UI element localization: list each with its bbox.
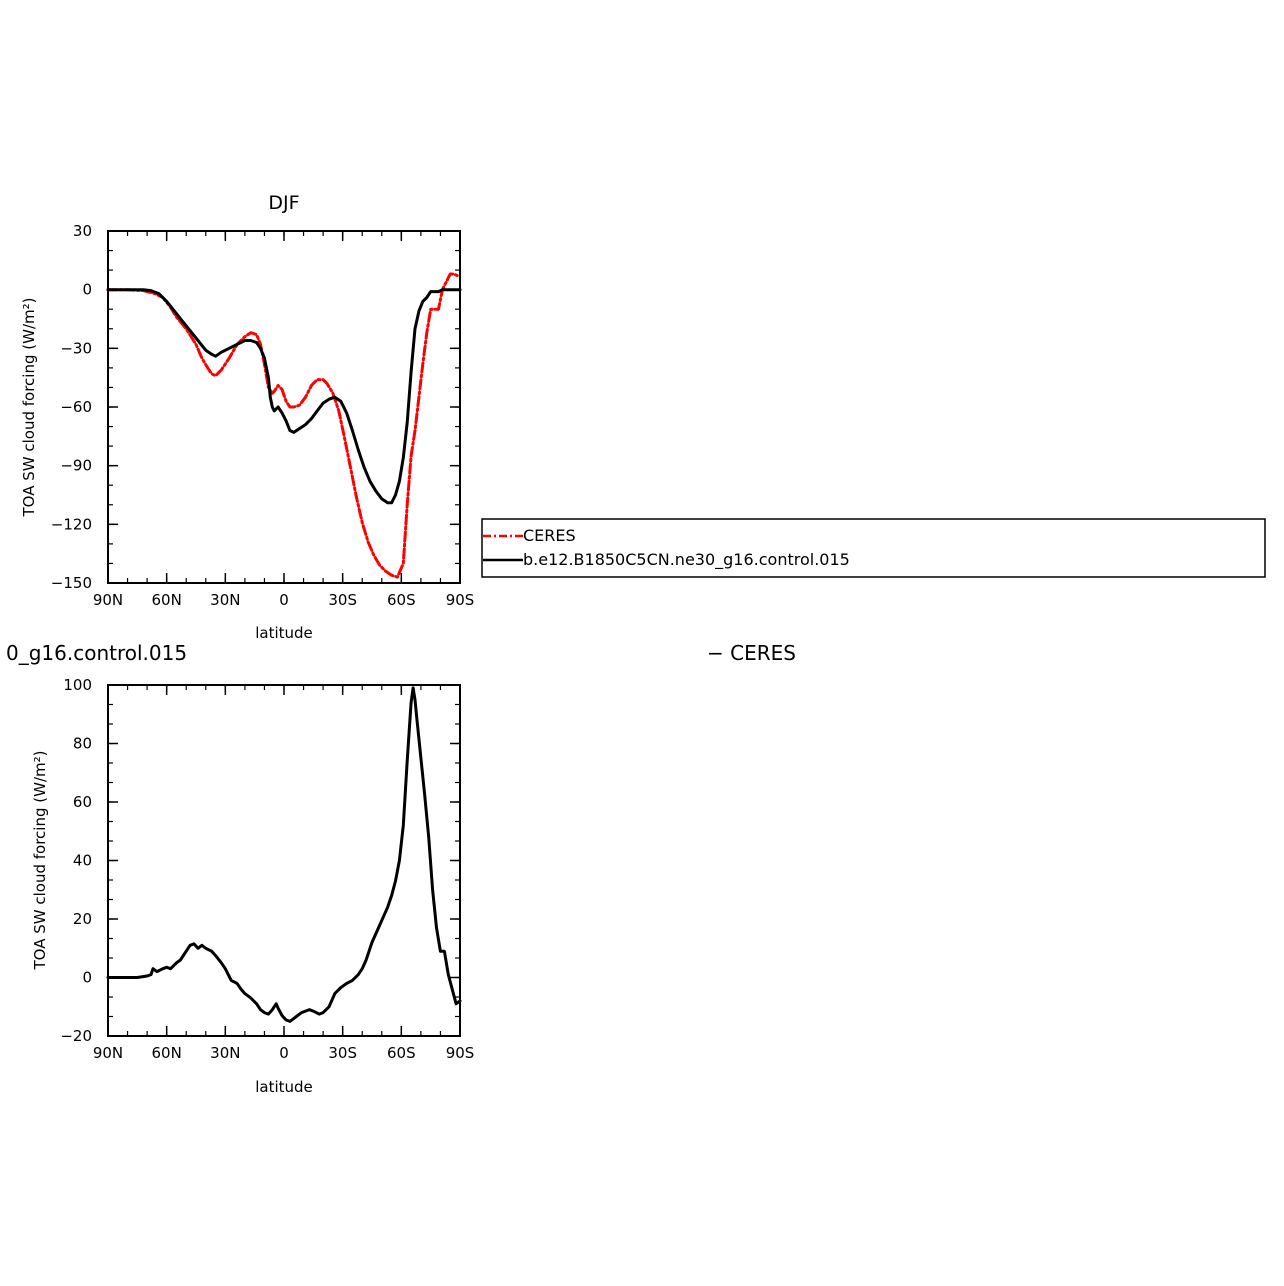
y-tick-label: 40 <box>73 852 92 870</box>
x-tick-label: 90S <box>446 1044 475 1062</box>
bottom-series-lines <box>106 686 462 1023</box>
x-tick-label: 60S <box>387 591 416 609</box>
bottom-x-axis-label: latitude <box>255 1078 313 1096</box>
y-tick-label: 80 <box>73 735 92 753</box>
y-tick-label: −60 <box>60 398 92 416</box>
x-tick-label: 60N <box>152 591 182 609</box>
top-series-line-0 <box>106 272 460 579</box>
top-chart-title: DJF <box>268 192 299 214</box>
y-tick-label: 60 <box>73 793 92 811</box>
bottom-series-line-0 <box>106 686 462 1023</box>
bottom-y-tick-labels: 100 80 60 40 20 0 −20 <box>60 676 92 1045</box>
y-tick-label: 20 <box>73 910 92 928</box>
bottom-panel: 0_g16.control.015 − CERES 100 80 60 40 20 0 −2… <box>6 641 796 1096</box>
x-tick-label: 90N <box>93 1044 123 1062</box>
top-panel: DJF 30 0 −30 −60 −90 −120 −150 90N 60N 30N 0 30S 60… <box>20 192 474 642</box>
legend-label-model: b.e12.B1850C5CN.ne30_g16.control.015 <box>523 550 850 570</box>
bottom-axis-ticks <box>107 684 461 1037</box>
y-tick-label: 100 <box>63 676 92 694</box>
y-tick-label: 0 <box>82 281 92 299</box>
bottom-x-tick-labels: 90N 60N 30N 0 30S 60S 90S <box>93 1044 474 1062</box>
x-tick-label: 0 <box>279 591 289 609</box>
x-tick-label: 30N <box>210 1044 240 1062</box>
legend-box <box>481 518 1266 578</box>
top-series-lines <box>106 272 462 579</box>
top-y-tick-labels: 30 0 −30 −60 −90 −120 −150 <box>51 222 92 592</box>
y-tick-label: −120 <box>51 515 92 533</box>
y-tick-label: −30 <box>60 339 92 357</box>
bottom-plot-frame <box>107 684 461 1037</box>
bottom-y-axis-label: TOA SW cloud forcing (W/m²) <box>31 751 49 971</box>
y-tick-label: 30 <box>73 222 92 240</box>
x-tick-label: 0 <box>279 1044 289 1062</box>
y-tick-label: 0 <box>82 969 92 987</box>
top-x-tick-labels: 90N 60N 30N 0 30S 60S 90S <box>93 591 474 609</box>
top-series-line-1 <box>106 288 462 505</box>
top-plot-frame <box>107 230 461 584</box>
bottom-chart-title-right: − CERES <box>707 641 796 665</box>
x-tick-label: 90S <box>446 591 475 609</box>
x-tick-label: 60S <box>387 1044 416 1062</box>
y-tick-label: −150 <box>51 574 92 592</box>
top-x-axis-label: latitude <box>255 624 313 642</box>
top-y-axis-label: TOA SW cloud forcing (W/m²) <box>20 298 38 518</box>
x-tick-label: 90N <box>93 591 123 609</box>
y-tick-label: −90 <box>60 457 92 475</box>
x-tick-label: 60N <box>152 1044 182 1062</box>
y-tick-label: −20 <box>60 1027 92 1045</box>
x-tick-label: 30N <box>210 591 240 609</box>
bottom-chart-title: 0_g16.control.015 <box>6 641 187 665</box>
legend: CERES b.e12.B1850C5CN.ne30_g16.control.0… <box>481 518 1266 578</box>
legend-label-ceres: CERES <box>523 526 576 545</box>
x-tick-label: 30S <box>328 591 357 609</box>
x-tick-label: 30S <box>328 1044 357 1062</box>
